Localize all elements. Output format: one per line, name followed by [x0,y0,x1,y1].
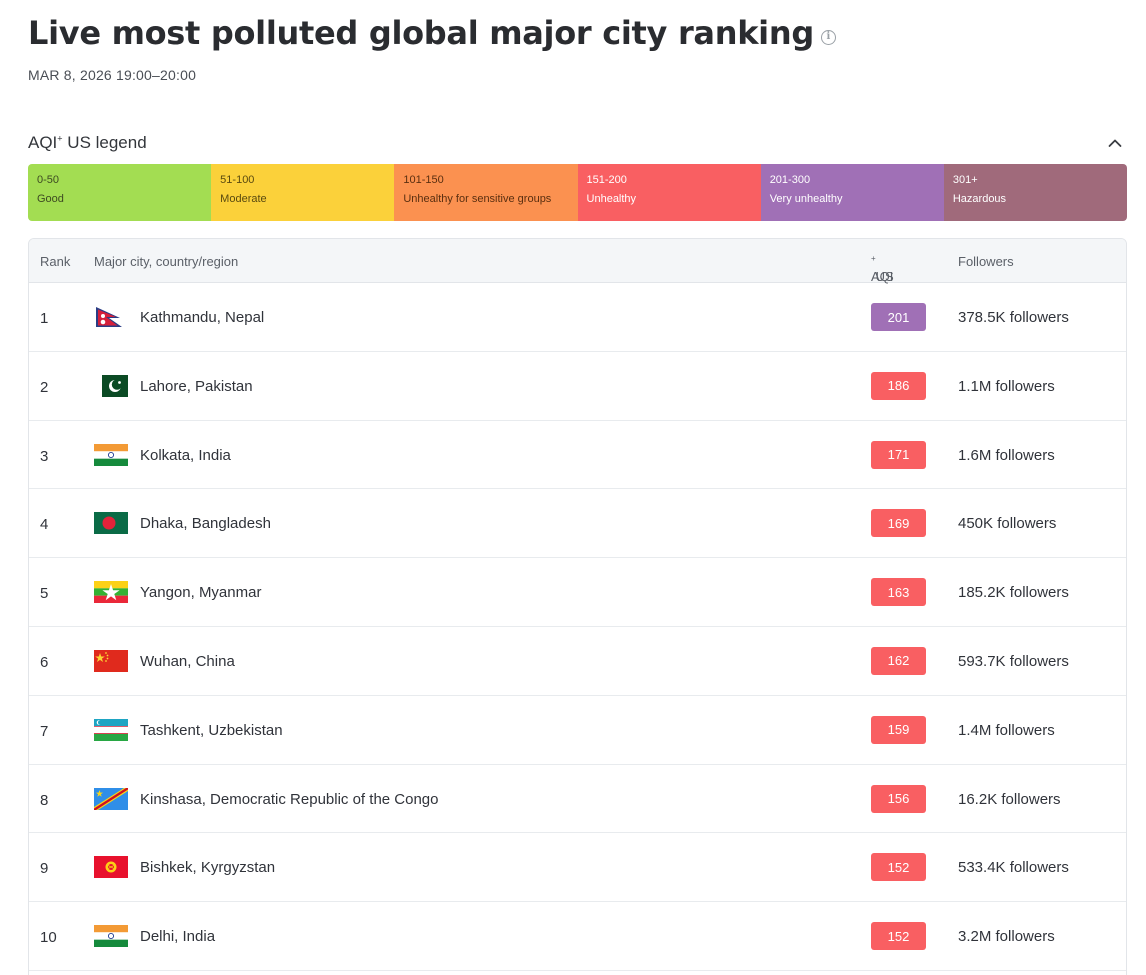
rank-cell: 8 [40,791,49,809]
chevron-up-icon[interactable] [1107,135,1123,151]
table-row[interactable]: 5 Yangon, Myanmar 163 185.2K followers [29,558,1126,627]
legend-range: 301+ [952,174,978,186]
aqi-badge: 156 [871,784,926,813]
rank-cell: 10 [40,929,57,947]
legend-label: Moderate [220,193,267,205]
followers-cell: 533.4K followers [958,859,1069,877]
china-flag-icon [94,649,128,672]
header-followers: Followers [958,254,1014,269]
myanmar-flag-icon [94,581,128,604]
rank-cell: 1 [40,310,49,327]
ranking-table: Rank Major city, country/region AQI + US … [28,238,1127,975]
city-link[interactable]: Tashkent, Uzbekistan [140,721,283,739]
legend-segment: 0-50 Good [28,164,212,221]
table-row[interactable]: 6 Wuhan, China 162 593.7K followers [29,627,1126,696]
table-row[interactable]: 1 Kathmandu, Nepal 201 378.5K followers [29,283,1126,352]
city-link[interactable]: Yangon, Myanmar [140,584,262,602]
aqi-badge: 201 [871,303,926,331]
legend-range: 151-200 [586,174,627,186]
rank-cell: 9 [40,860,49,878]
followers-cell: 593.7K followers [958,652,1069,670]
legend-segment: 301+ Hazardous [943,164,1127,221]
pakistan-flag-icon [94,374,128,397]
table-body: 1 Kathmandu, Nepal 201 378.5K followers 2 Lah… [29,283,1126,971]
rank-cell: 6 [40,653,49,671]
legend-label: Hazardous [952,193,1007,205]
bangladesh-flag-icon [94,512,128,535]
india-flag-icon [94,443,128,466]
legend-label: Unhealthy for sensitive groups [403,193,552,205]
legend-label: Good [37,193,64,205]
city-link[interactable]: Kolkata, India [140,446,231,464]
followers-cell: 3.2M followers [958,928,1055,946]
rank-cell: 4 [40,516,49,534]
legend-label: Unhealthy [586,193,637,205]
table-row[interactable]: 2 Lahore, Pakistan 186 1.1M followers [29,352,1126,421]
followers-cell: 1.6M followers [958,446,1055,464]
title-row: Live most polluted global major city ran… [28,14,836,52]
city-link[interactable]: Kathmandu, Nepal [140,309,265,326]
aqi-badge: 163 [871,578,926,607]
legend-segment: 201-300 Very unhealthy [760,164,944,221]
legend-range: 201-300 [769,174,811,186]
header-aqi[interactable]: AQI + US [871,254,894,284]
india-flag-icon [94,925,128,948]
followers-cell: 450K followers [958,515,1057,533]
rank-cell: 5 [40,585,49,603]
aqi-badge: 152 [871,922,926,951]
header-city: Major city, country/region [94,254,239,269]
city-link[interactable]: Delhi, India [140,928,216,946]
rank-cell: 7 [40,722,49,740]
city-link[interactable]: Wuhan, China [140,652,235,670]
table-header: Rank Major city, country/region AQI + US … [29,239,1126,284]
table-row[interactable]: 8 Kinshasa, Democratic Republic of the Co… [29,765,1126,834]
legend-range: 0-50 [37,174,60,186]
info-icon[interactable]: i [820,29,836,45]
table-row[interactable]: 7 Tashkent, Uzbekistan 159 1.4M followers [29,696,1126,765]
city-link[interactable]: Bishkek, Kyrgyzstan [140,859,276,877]
city-link[interactable]: Dhaka, Bangladesh [140,515,271,533]
legend-segment: 101-150 Unhealthy for sensitive groups [394,164,578,221]
kyrgyzstan-flag-icon [94,856,128,879]
followers-cell: 378.5K followers [958,309,1069,326]
page-title: Live most polluted global major city ran… [28,14,814,52]
aqi-legend-bar: 0-50 Good 51-100 Moderate 101-150 Unhealthy f… [28,164,1127,221]
legend-title: AQI+ US legend [28,133,147,152]
legend-segment: 51-100 Moderate [211,164,395,221]
aqi-badge: 186 [871,371,926,400]
header-rank: Rank [40,254,71,269]
aqi-badge: 162 [871,646,926,675]
followers-cell: 185.2K followers [958,584,1069,602]
timestamp: MAR 8, 2026 19:00–20:00 [28,67,197,83]
rank-cell: 3 [40,447,49,465]
legend-segment: 151-200 Unhealthy [577,164,761,221]
nepal-flag-icon [94,306,128,328]
table-row[interactable]: 4 Dhaka, Bangladesh 169 450K followers [29,489,1126,559]
table-row[interactable]: 9 Bishkek, Kyrgyzstan 152 533.4K followers [29,833,1126,903]
legend-header[interactable]: AQI+ US legend [28,133,1127,155]
uzbekistan-flag-icon [94,718,128,741]
aqi-badge: 171 [871,440,926,469]
table-row[interactable]: 3 Kolkata, India 171 1.6M followers [29,421,1126,490]
dr-congo-flag-icon [94,787,128,810]
table-row[interactable]: 10 Delhi, India 152 3.2M followers [29,902,1126,971]
legend-range: 101-150 [403,174,444,186]
aqi-badge: 169 [871,509,926,538]
followers-cell: 1.1M followers [958,377,1055,395]
city-link[interactable]: Lahore, Pakistan [140,377,253,395]
legend-label: Very unhealthy [769,193,843,205]
aqi-badge: 159 [871,715,926,744]
aqi-badge: 152 [871,853,926,882]
followers-cell: 1.4M followers [958,721,1055,739]
city-link[interactable]: Kinshasa, Democratic Republic of the Con… [140,790,439,808]
rank-cell: 2 [40,378,49,396]
legend-range: 51-100 [220,174,255,186]
followers-cell: 16.2K followers [958,790,1061,808]
